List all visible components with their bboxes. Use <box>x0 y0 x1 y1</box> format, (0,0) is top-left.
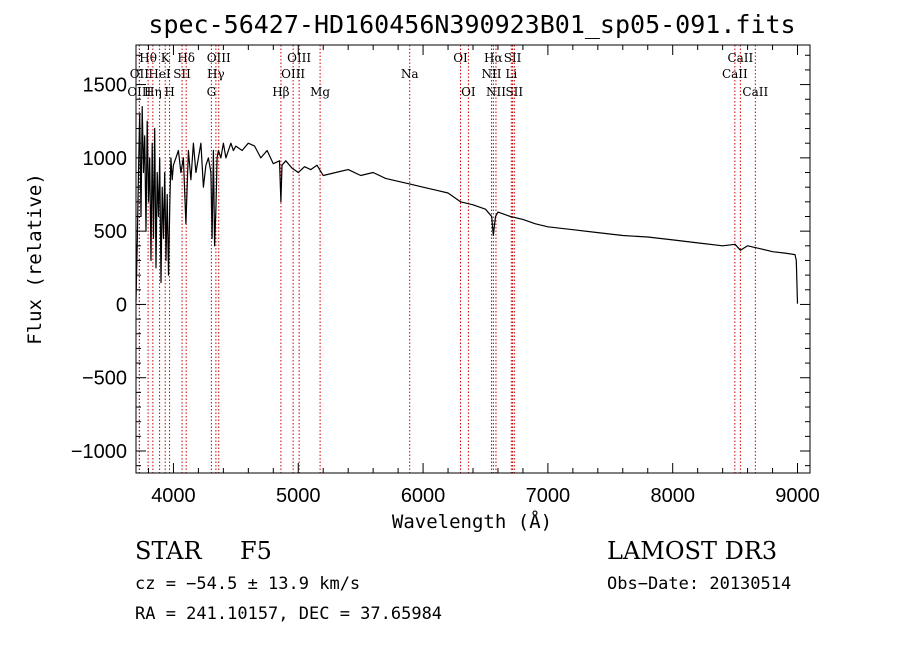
spectral-line-label: OI <box>453 51 468 65</box>
y-tick-label: −500 <box>82 368 127 390</box>
spectral-line-label: Hγ <box>207 67 225 81</box>
object-class: STAR <box>135 537 202 565</box>
spectral-line-label: Hδ <box>177 51 195 65</box>
chart-title: spec-56427-HD160456N390923B01_sp05-091.f… <box>148 10 795 39</box>
spectral-line-label: Hβ <box>272 85 289 99</box>
spectral-line-label: SII <box>504 51 522 65</box>
spectral-line-label: SII <box>505 85 523 99</box>
spectral-line-label: Hθ <box>139 51 157 65</box>
spectral-line-label: OIII <box>127 85 151 99</box>
spectral-line-label: CaII <box>722 67 748 81</box>
x-tick-label: 7000 <box>526 485 571 507</box>
spectral-line-label: HeI <box>148 67 171 81</box>
spectral-line-label: K <box>161 51 171 65</box>
spectral-line-label: OI <box>461 85 476 99</box>
spectral-line-label: OIII <box>207 51 231 65</box>
x-axis-ticks: 4000 5000 6000 7000 8000 9000 <box>147 45 820 507</box>
spectral-line-label: OIII <box>281 67 305 81</box>
object-subclass: F5 <box>240 537 272 565</box>
spectrum-layer <box>135 105 799 304</box>
y-axis-label: Flux (relative) <box>24 173 46 345</box>
y-axis-ticks: −1000 −500 0 500 1000 1500 <box>71 54 810 467</box>
y-tick-label: 1000 <box>83 148 128 170</box>
redshift-cz: cz = −54.5 ± 13.9 km/s <box>135 574 360 594</box>
plot-frame <box>135 44 811 474</box>
x-tick-label: 5000 <box>276 485 321 507</box>
spectral-line-label: G <box>207 85 217 99</box>
survey-name: LAMOST DR3 <box>607 537 777 565</box>
y-tick-label: 0 <box>116 294 127 316</box>
spectral-line-label: CaII <box>742 85 768 99</box>
observation-date: Obs−Date: 20130514 <box>607 574 791 594</box>
spectral-lines-layer <box>138 45 756 473</box>
spectral-line-label: NII <box>481 67 501 81</box>
spectral-line-label: Li <box>505 67 517 81</box>
x-tick-label: 4000 <box>151 485 196 507</box>
spectral-line-label: Hα <box>484 51 503 65</box>
x-tick-label: 9000 <box>775 485 820 507</box>
y-tick-label: 500 <box>94 221 127 243</box>
spectrum-line <box>135 105 799 304</box>
coordinates: RA = 241.10157, DEC = 37.65984 <box>135 604 442 624</box>
spectral-line-label: Na <box>401 67 419 81</box>
x-tick-label: 8000 <box>650 485 695 507</box>
x-axis-label: Wavelength (Å) <box>392 510 552 533</box>
spectral-line-label: OII <box>130 67 150 81</box>
spectral-line-labels-layer: Hθ OII OIII K HeI Hη Hδ SII H OIII Hγ G OIII OIII Hβ Mg… <box>127 51 768 99</box>
spectral-line-label: H <box>164 85 174 99</box>
spectral-line-label: SII <box>173 67 191 81</box>
x-tick-label: 6000 <box>401 485 446 507</box>
y-tick-label: −1000 <box>71 441 127 463</box>
y-tick-label: 1500 <box>83 75 128 97</box>
spectral-line-label: CaII <box>727 51 753 65</box>
spectral-line-label: OIII <box>287 51 311 65</box>
spectral-line-label: NII <box>486 85 506 99</box>
spectral-line-label: Hη <box>144 85 162 99</box>
spectral-line-label: Mg <box>310 85 330 99</box>
